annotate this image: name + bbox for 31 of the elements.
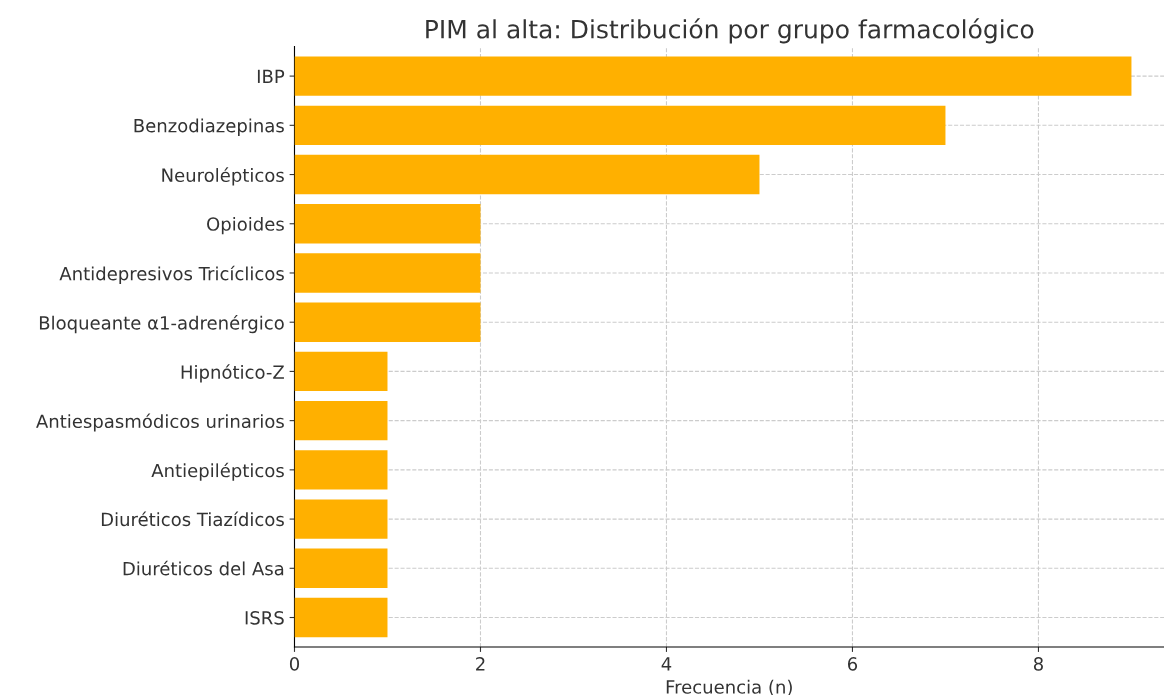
y-tick-label: Antidepresivos Tricíclicos bbox=[59, 265, 284, 284]
bar bbox=[294, 499, 388, 539]
y-tick-label: Benzodiazepinas bbox=[134, 118, 284, 136]
chart-title: PIM al alta: Distribución por grupo farmacológico bbox=[426, 18, 1034, 44]
x-tick-label: 6 bbox=[847, 657, 858, 671]
y-tick-label: Bloqueante α1-adrenérgico bbox=[39, 314, 284, 334]
y-tick-label: Diuréticos del Asa bbox=[123, 560, 284, 576]
x-tick-label: 0 bbox=[289, 657, 300, 671]
y-tick-label: Hipnótico-Z bbox=[181, 364, 284, 383]
y-tick-label: Antiepilépticos bbox=[151, 462, 284, 481]
y-tick-label: Neurolépticos bbox=[162, 167, 284, 186]
bar bbox=[294, 56, 1132, 96]
y-tick-label: Diuréticos Tiazídicos bbox=[101, 511, 284, 527]
x-axis-title: Frecuencia (n) bbox=[666, 679, 792, 695]
bar bbox=[294, 548, 388, 588]
bar bbox=[294, 204, 481, 244]
bar bbox=[294, 253, 481, 293]
x-tick-label: 8 bbox=[1033, 657, 1043, 671]
x-tick-label: 4 bbox=[661, 657, 672, 671]
y-tick-label: Antiespasmódicos urinarios bbox=[36, 413, 284, 432]
y-tick-label: Opioides bbox=[207, 216, 284, 235]
bar bbox=[294, 597, 388, 638]
bar bbox=[294, 351, 388, 392]
bar bbox=[294, 400, 388, 441]
bar bbox=[294, 302, 481, 342]
y-tick-label: IBP bbox=[257, 69, 285, 83]
y-tick-label: ISRS bbox=[245, 610, 284, 625]
bar bbox=[294, 154, 760, 195]
x-tick-label: 2 bbox=[476, 657, 485, 671]
bar bbox=[294, 105, 946, 145]
bar bbox=[294, 450, 388, 490]
